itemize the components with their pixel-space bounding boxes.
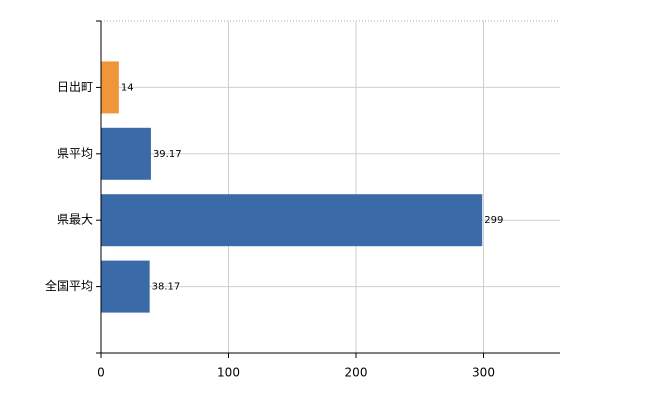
- bar: [101, 61, 119, 114]
- x-tick-label: 100: [217, 366, 240, 380]
- value-label: 38.17: [152, 282, 181, 293]
- bar: [101, 194, 483, 247]
- value-label: 299: [484, 215, 503, 226]
- y-tick-label: 県最大: [57, 213, 93, 227]
- bar: [101, 127, 151, 180]
- y-tick-label: 日出町: [57, 80, 93, 94]
- value-label: 14: [121, 82, 134, 93]
- x-tick-label: 300: [472, 366, 495, 380]
- value-label: 39.17: [153, 149, 182, 160]
- y-tick-label: 県平均: [57, 146, 93, 160]
- y-tick-label: 全国平均: [45, 278, 93, 293]
- bar: [101, 260, 150, 313]
- x-tick-label: 0: [97, 366, 105, 380]
- x-tick-label: 200: [345, 366, 368, 380]
